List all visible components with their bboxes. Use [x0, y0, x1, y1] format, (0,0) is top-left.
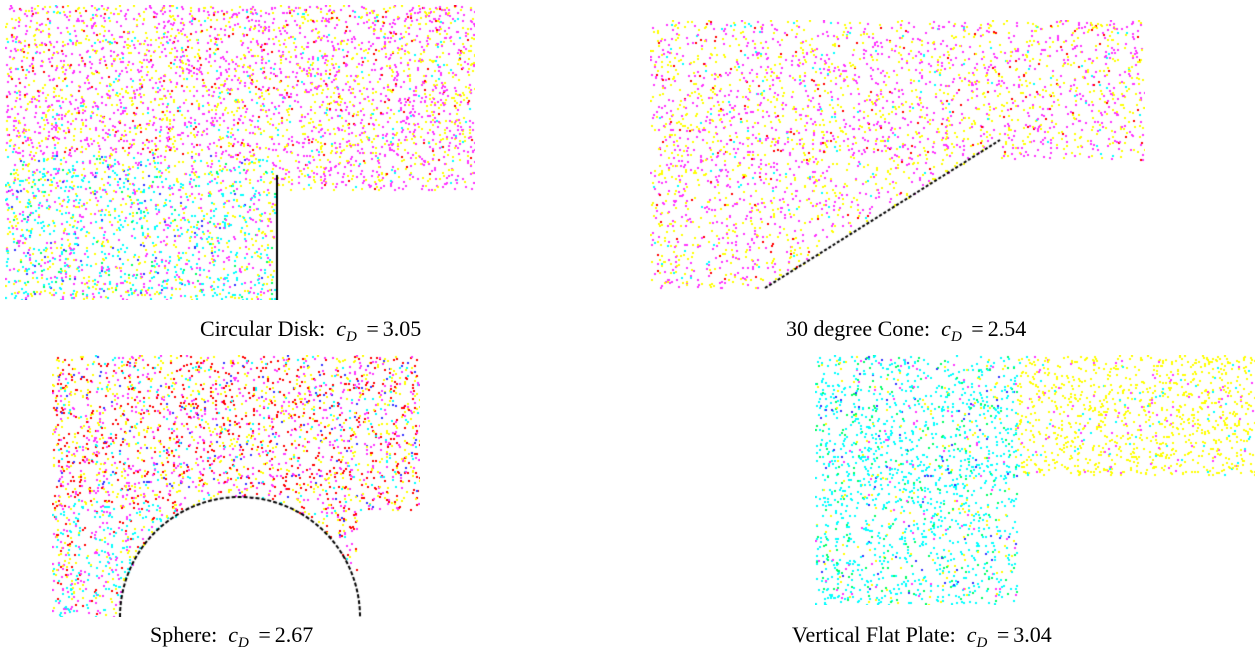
sphere-caption-subscript: D [237, 635, 249, 651]
plate-particle-plot [815, 355, 1255, 605]
disk-caption-subscript: D [346, 329, 357, 345]
cone-caption-value: 2.54 [987, 316, 1027, 341]
sphere-caption-value: 2.67 [274, 622, 314, 647]
plate-particle-canvas [815, 355, 1255, 605]
cone-particle-canvas [650, 20, 1145, 290]
disk-caption-value: 3.05 [382, 316, 422, 341]
plate-caption-value: 3.04 [1013, 622, 1052, 647]
cone-caption-symbol: c [941, 316, 951, 341]
sphere-caption-symbol: c [228, 622, 238, 647]
sphere-particle-canvas [52, 355, 420, 617]
plate-caption-symbol: c [966, 622, 977, 647]
disk-caption: Circular Disk: cD = 3.05 [200, 316, 421, 346]
cone-particle-plot [650, 20, 1145, 290]
sphere-caption-equals: = [258, 622, 271, 647]
plate-caption: Vertical Flat Plate: cD = 3.04 [792, 622, 1052, 652]
cone-caption: 30 degree Cone: cD = 2.54 [786, 316, 1026, 346]
disk-particle-plot [5, 5, 475, 300]
disk-particle-canvas [5, 5, 475, 300]
sphere-caption-label: Sphere: [150, 622, 218, 647]
plate-caption-equals: = [996, 622, 1010, 647]
disk-caption-symbol: c [336, 316, 347, 341]
cone-caption-label: 30 degree Cone: [786, 316, 931, 341]
sphere-particle-plot [52, 355, 420, 617]
disk-caption-label: Circular Disk: [200, 316, 326, 341]
plate-caption-subscript: D [976, 635, 988, 651]
plate-caption-label: Vertical Flat Plate: [792, 622, 956, 647]
disk-caption-equals: = [366, 316, 379, 341]
cone-caption-subscript: D [950, 329, 962, 345]
sphere-caption: Sphere: cD = 2.67 [150, 622, 313, 652]
cone-caption-equals: = [971, 316, 984, 341]
